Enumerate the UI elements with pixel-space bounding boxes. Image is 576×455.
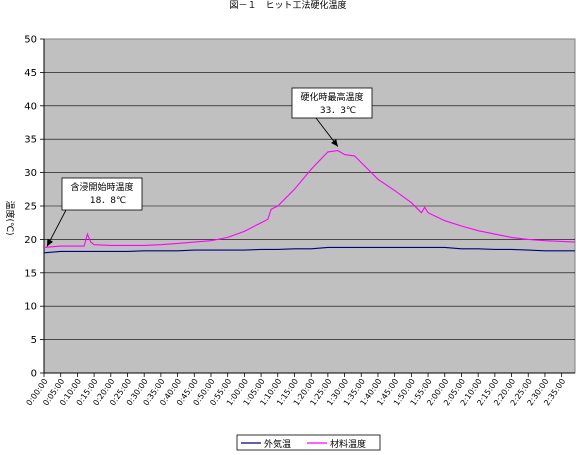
annotations: 含浸開始時温度 18．8℃ 硬化時最高温度 33．3℃ [46,87,373,247]
y-tick-label: 5 [31,335,37,346]
chart-title: 図－１ ヒット工法硬化温度 [229,0,346,11]
legend-label-outdoor: 外気温 [264,438,291,450]
y-tick-label: 15 [24,268,37,279]
legend: 外気温 材料温度 [236,434,381,451]
annotation-start-temp-value: 18．8℃ [90,196,126,206]
y-tick-label: 45 [24,68,37,79]
annotation-max-temp-label: 硬化時最高温度 [300,91,363,103]
gridlines [44,72,575,340]
series-material-temperature-line [43,150,576,248]
annotation-max-temp-value: 33．3℃ [320,106,356,116]
y-tick-label: 10 [24,302,37,313]
y-axis: 0 5 10 15 20 25 30 35 40 45 50 [24,35,45,380]
y-axis-label: 温度(℃) [4,200,16,235]
annotation-max-temp-arrowhead [331,139,338,147]
annotation-max-temp-box [291,87,373,119]
y-tick-label: 0 [31,369,37,380]
series-lines [43,150,576,254]
annotation-start-temp-label: 含浸開始時温度 [70,181,133,193]
legend-label-material: 材料温度 [330,438,366,450]
y-tick-label: 35 [24,135,37,146]
series-outdoor-temperature-line [43,246,575,254]
x-axis: 0:00:000:05:000:10:000:15:000:20:000:25:… [25,372,575,407]
y-tick-label: 40 [24,101,37,112]
y-tick-label: 30 [24,168,37,179]
annotation-start-temp-box [61,177,143,211]
y-tick-label: 50 [24,35,37,46]
annotation-start-temp-arrowhead [47,238,54,247]
y-tick-label: 25 [24,202,37,213]
y-tick-label: 20 [24,235,37,246]
